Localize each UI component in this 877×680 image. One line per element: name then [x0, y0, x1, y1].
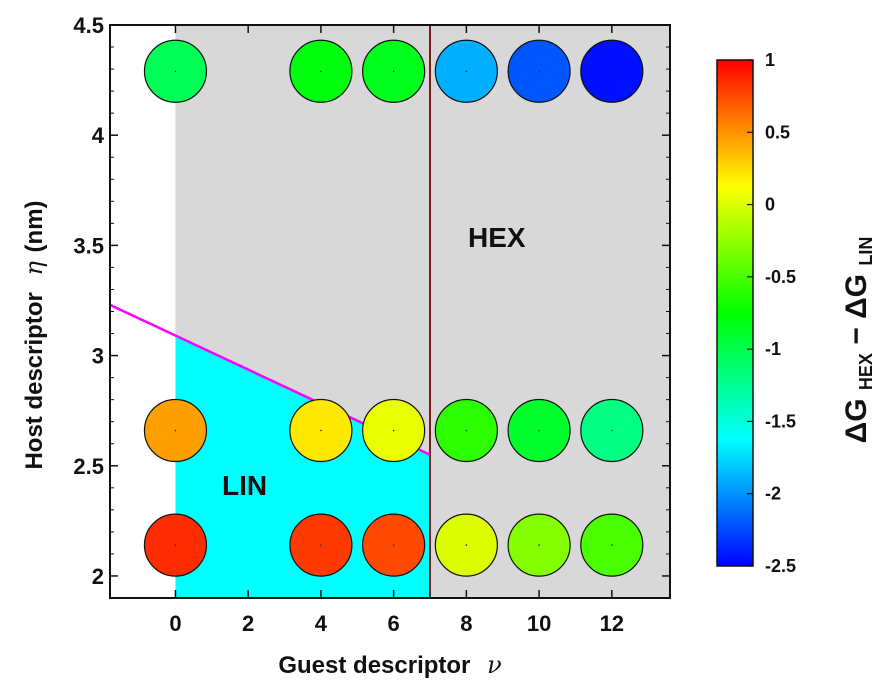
data-point-center	[538, 429, 540, 432]
data-point-center	[538, 70, 540, 73]
lin-region-label: LIN	[222, 470, 267, 501]
colorbar-title: ΔG HEX − ΔG LIN	[840, 237, 877, 444]
y-tick-label: 3	[92, 344, 104, 369]
data-point-center	[320, 429, 322, 432]
colorbar-title-sub2: LIN	[856, 237, 876, 266]
colorbar-tick-label: -2	[765, 484, 781, 504]
x-tick-label: 0	[169, 611, 181, 636]
colorbar-title-minus: − ΔG	[840, 274, 873, 345]
colorbar-tick-label: -0.5	[765, 267, 796, 287]
y-axis-unit: (nm)	[21, 200, 48, 252]
data-point-center	[174, 429, 177, 432]
data-point-center	[320, 544, 322, 546]
y-axis-symbol: η	[20, 261, 48, 276]
x-axis-title: Guest descriptor ν	[278, 651, 501, 679]
y-tick-label: 4.5	[73, 13, 104, 38]
colorbar	[716, 59, 754, 567]
y-tick-label: 3.5	[73, 233, 104, 258]
data-point-center	[611, 429, 613, 432]
colorbar-tick-label: 0	[765, 195, 775, 215]
x-tick-label: 8	[460, 611, 472, 636]
x-tick-label: 6	[388, 611, 400, 636]
data-point-center	[392, 429, 395, 432]
data-point-center	[611, 70, 613, 73]
y-tick-label: 4	[92, 123, 105, 148]
x-axis-symbol: ν	[487, 651, 502, 679]
colorbar-title-sub1: HEX	[856, 353, 876, 390]
x-tick-label: 10	[527, 611, 551, 636]
data-point-center	[465, 429, 468, 432]
data-point-center	[392, 70, 395, 73]
data-point-center	[174, 544, 177, 546]
x-axis-title-text: Guest descriptor	[278, 652, 470, 679]
data-point-center	[538, 544, 540, 546]
data-point-center	[174, 70, 177, 73]
y-tick-label: 2	[92, 564, 104, 589]
data-point-center	[320, 70, 322, 73]
x-tick-label: 4	[315, 611, 328, 636]
data-point-center	[392, 544, 395, 546]
colorbar-tick-label: 0.5	[765, 122, 790, 142]
y-axis-title-text: Host descriptor	[21, 292, 48, 469]
data-points	[143, 39, 644, 577]
colorbar-ticks: 1 0.5 0 -0.5 -1 -1.5 -2 -2.5	[747, 50, 796, 576]
data-point-center	[611, 544, 613, 546]
hex-region-label: HEX	[468, 222, 526, 253]
axis-ticks: 0 2 4 6 8 10 12 2 2.5 3 3.5 4 4.5	[73, 13, 670, 636]
data-point-center	[465, 70, 468, 73]
y-tick-label: 2.5	[73, 454, 104, 479]
colorbar-tick-label: 1	[765, 50, 775, 70]
colorbar-title-main: ΔG	[840, 398, 873, 443]
x-tick-label: 12	[600, 611, 624, 636]
colorbar-tick-label: -2.5	[765, 556, 796, 576]
colorbar-tick-label: -1.5	[765, 411, 796, 431]
x-tick-label: 2	[242, 611, 254, 636]
data-point-center	[465, 544, 468, 546]
y-axis-title: Host descriptor η (nm)	[20, 200, 48, 469]
colorbar-tick-label: -1	[765, 339, 781, 359]
